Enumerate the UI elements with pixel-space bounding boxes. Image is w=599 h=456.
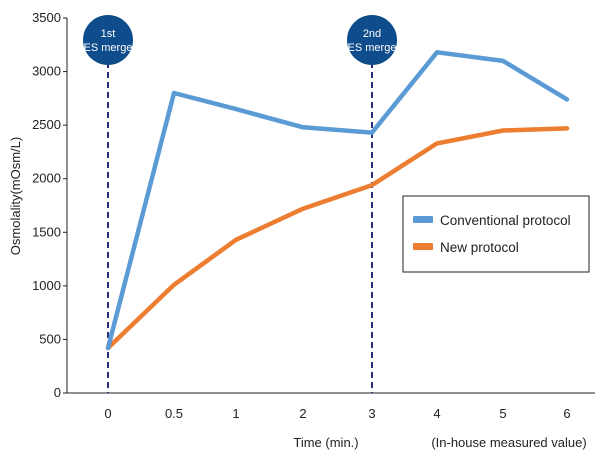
x-tick-label: 0 — [104, 406, 111, 421]
y-tick-label: 500 — [39, 331, 61, 346]
x-tick-label: 2 — [299, 406, 306, 421]
merge-marker-label-line1: 1st — [101, 28, 116, 40]
x-tick-label: 1 — [232, 406, 239, 421]
y-tick-labels: 0 500 1000 1500 2000 2500 3000 3500 — [32, 10, 67, 400]
legend-label-conventional: Conventional protocol — [440, 213, 571, 228]
merge-marker-badges: 1st ES merge 2nd ES merge — [83, 15, 397, 65]
x-tick-label: 6 — [563, 406, 570, 421]
legend: Conventional protocol New protocol — [402, 195, 590, 273]
y-tick-label: 3000 — [32, 64, 61, 79]
measurement-note: (In-house measured value) — [431, 435, 586, 450]
y-axis-label: Osmolality(mOsm/L) — [8, 137, 23, 255]
merge-marker-lines — [107, 62, 373, 393]
axes — [66, 18, 595, 394]
series-line-conventional — [105, 50, 570, 351]
x-tick-labels: 0 0.5 1 2 3 4 5 6 — [104, 406, 570, 421]
x-tick-label: 0.5 — [165, 406, 183, 421]
merge-marker-label-line1: 2nd — [363, 28, 381, 40]
series-lines — [105, 50, 570, 351]
y-tick-label: 0 — [54, 385, 61, 400]
series-line-new — [105, 126, 570, 351]
y-tick-label: 1000 — [32, 278, 61, 293]
x-tick-label: 4 — [433, 406, 440, 421]
y-tick-label: 2000 — [32, 171, 61, 186]
merge-marker-circle — [83, 15, 133, 65]
y-tick-label: 2500 — [32, 117, 61, 132]
merge-marker-label-line2: ES merge — [84, 42, 133, 54]
legend-swatch-conventional — [413, 216, 433, 223]
legend-border — [402, 195, 590, 273]
merge-marker-label-line2: ES merge — [348, 42, 397, 54]
merge-marker-circle — [347, 15, 397, 65]
legend-label-new: New protocol — [440, 240, 519, 255]
x-tick-label: 3 — [368, 406, 375, 421]
x-axis-label: Time (min.) — [293, 435, 358, 450]
legend-swatch-new — [413, 243, 433, 250]
x-tick-label: 5 — [499, 406, 506, 421]
y-tick-label: 1500 — [32, 224, 61, 239]
y-tick-label: 3500 — [32, 10, 61, 25]
